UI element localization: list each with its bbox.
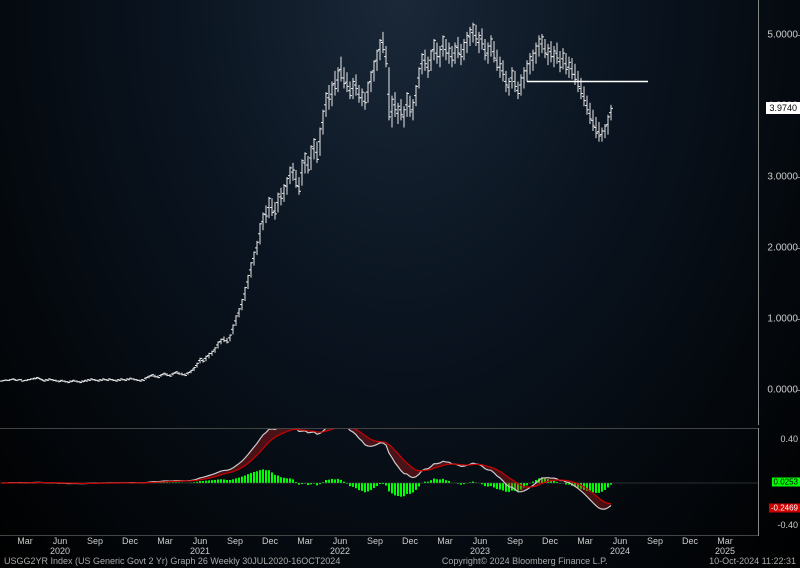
macd-y-label: -0.40 bbox=[777, 520, 798, 530]
y-tick-label: 3.0000 bbox=[767, 172, 798, 183]
price-chart-panel[interactable] bbox=[0, 0, 758, 425]
macd-signal-tag: -0.2469 bbox=[769, 504, 800, 513]
macd-svg bbox=[0, 429, 758, 537]
time-x-axis: Mar Jun Sep Dec Mar Jun Sep Dec Mar Jun Sep Dec Mar J… bbox=[0, 536, 800, 554]
macd-panel[interactable] bbox=[0, 428, 758, 536]
x-month-label: Jun bbox=[193, 536, 208, 546]
macd-y-axis: 0.40 -0.40 0.0253 -0.2469 bbox=[758, 428, 800, 536]
x-month-label: Sep bbox=[647, 536, 663, 546]
footer-right: 10-Oct-2024 11:22:31 bbox=[709, 554, 796, 568]
x-month-label: Sep bbox=[507, 536, 523, 546]
footer-left: USGG2YR Index (US Generic Govt 2 Yr) Gra… bbox=[4, 554, 340, 568]
x-month-label: Mar bbox=[717, 536, 733, 546]
y-tick-label: 0.0000 bbox=[767, 384, 798, 395]
x-month-label: Jun bbox=[473, 536, 488, 546]
x-month-label: Dec bbox=[682, 536, 698, 546]
macd-hist-tag: 0.0253 bbox=[772, 478, 800, 487]
y-tick-label: 1.0000 bbox=[767, 313, 798, 324]
x-month-label: Mar bbox=[17, 536, 33, 546]
x-month-label: Jun bbox=[333, 536, 348, 546]
x-month-label: Sep bbox=[367, 536, 383, 546]
x-month-label: Mar bbox=[157, 536, 173, 546]
x-month-label: Jun bbox=[53, 536, 68, 546]
macd-y-label: 0.40 bbox=[780, 434, 798, 444]
terminal-chart: 0.00001.00002.00003.00004.00005.00003.97… bbox=[0, 0, 800, 568]
price-y-axis: 0.00001.00002.00003.00004.00005.00003.97… bbox=[758, 0, 800, 425]
x-month-label: Dec bbox=[402, 536, 418, 546]
y-tick-label: 2.0000 bbox=[767, 242, 798, 253]
x-month-label: Mar bbox=[437, 536, 453, 546]
footer-bar: USGG2YR Index (US Generic Govt 2 Yr) Gra… bbox=[0, 554, 800, 568]
current-price-tag: 3.9740 bbox=[766, 102, 800, 114]
x-month-label: Mar bbox=[297, 536, 313, 546]
x-month-label: Dec bbox=[542, 536, 558, 546]
x-month-label: Sep bbox=[227, 536, 243, 546]
price-chart-svg bbox=[0, 0, 758, 425]
x-month-label: Dec bbox=[262, 536, 278, 546]
y-tick-label: 5.0000 bbox=[767, 30, 798, 41]
x-month-label: Jun bbox=[613, 536, 628, 546]
footer-center: Copyright© 2024 Bloomberg Finance L.P. bbox=[442, 554, 608, 568]
x-month-label: Dec bbox=[122, 536, 138, 546]
x-month-label: Sep bbox=[87, 536, 103, 546]
x-month-label: Mar bbox=[577, 536, 593, 546]
